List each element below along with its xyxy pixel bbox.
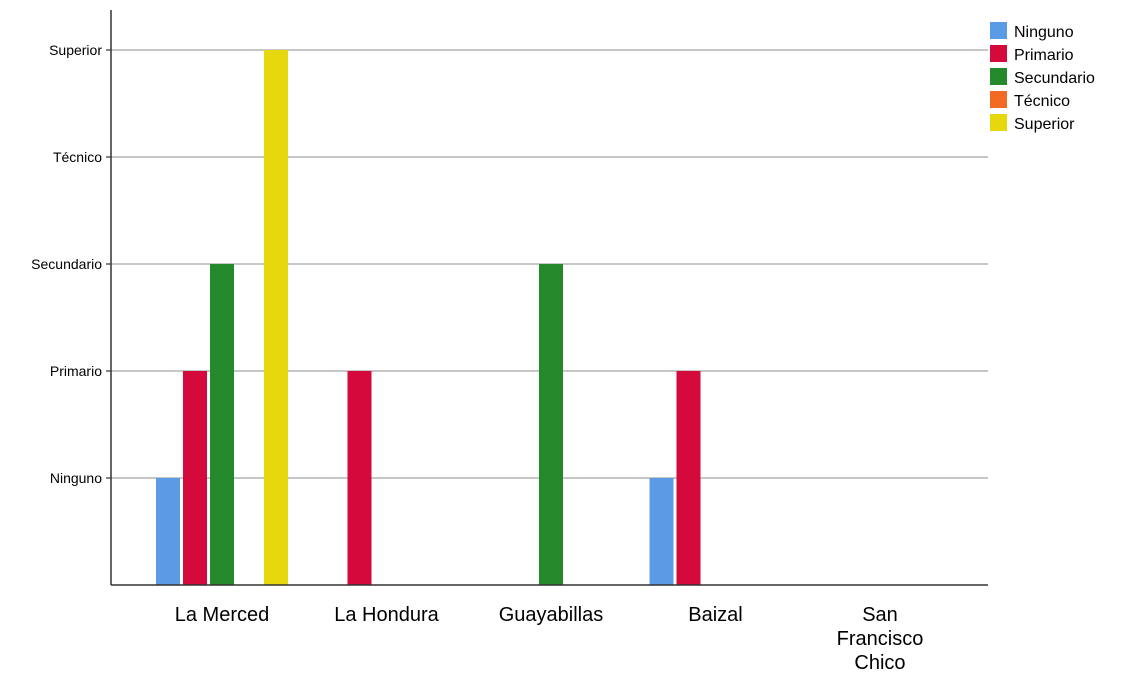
legend-swatch — [990, 114, 1007, 131]
x-tick-label-line: Francisco — [837, 628, 924, 650]
x-tick-labels: La Merced La Hondura Guayabillas Baizal San F… — [175, 604, 924, 674]
x-tick-label-line: Baizal — [688, 604, 742, 626]
x-tick-label-line: Guayabillas — [499, 604, 604, 626]
x-tick-label-line: Chico — [854, 652, 905, 674]
legend-swatch — [990, 91, 1007, 108]
bar-superior-la-merced — [264, 50, 288, 585]
x-tick-label: La Merced — [175, 604, 270, 626]
bars — [156, 50, 701, 585]
x-tick-label-line: San — [862, 604, 898, 626]
legend-label: Ninguno — [1014, 24, 1074, 41]
legend-label: Superior — [1014, 116, 1075, 133]
x-tick-label-line: La Merced — [175, 604, 270, 626]
y-tick-label: Superior — [49, 42, 102, 58]
y-tick-label: Secundario — [31, 256, 102, 272]
legend-label: Secundario — [1014, 70, 1095, 87]
bar-ninguno-la-merced — [156, 478, 180, 585]
bar-secundario-guayabillas — [539, 264, 563, 585]
x-tick-label: La Hondura — [334, 604, 439, 626]
legend-label: Técnico — [1014, 93, 1070, 110]
bar-primario-la-merced — [183, 371, 207, 585]
legend-label: Primario — [1014, 47, 1074, 64]
x-tick-label: Guayabillas — [499, 604, 604, 626]
bar-ninguno-baizal — [649, 478, 674, 585]
axes — [110, 10, 988, 586]
bar-primario-baizal — [676, 371, 701, 585]
legend-swatch — [990, 68, 1007, 85]
x-tick-label: San Francisco Chico — [837, 604, 924, 674]
legend-swatch — [990, 45, 1007, 62]
y-tick-label: Primario — [50, 363, 102, 379]
bar-primario-la-hondura — [347, 371, 372, 585]
bar-secundario-la-merced — [210, 264, 234, 585]
legend-swatch — [990, 22, 1007, 39]
legend: Ninguno Primario Secundario Técnico Superior — [990, 22, 1095, 133]
x-tick-label-line: La Hondura — [334, 604, 439, 626]
x-tick-label: Baizal — [688, 604, 742, 626]
y-tick-label: Ninguno — [50, 470, 102, 486]
y-tick-labels: Ninguno Primario Secundario Técnico Superior — [31, 42, 102, 486]
y-tick-label: Técnico — [53, 149, 102, 165]
